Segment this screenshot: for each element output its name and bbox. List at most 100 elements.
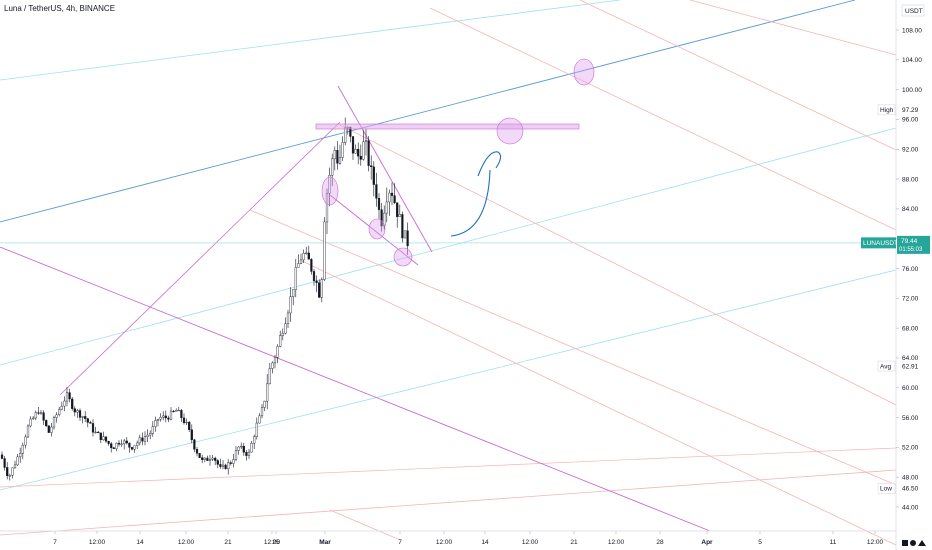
candle-body <box>364 140 368 142</box>
candle-body <box>242 445 245 453</box>
candle-body <box>221 464 225 467</box>
candle-body <box>50 426 53 433</box>
candle-body <box>284 323 287 334</box>
price-tick-label: 52.00 <box>902 445 919 452</box>
price-tick-label: 60.00 <box>902 385 919 392</box>
time-tick-label: 25 <box>272 539 280 546</box>
candle-body <box>240 445 243 448</box>
candle-body <box>208 459 212 461</box>
symbol-tag-label: LUNAUSDT <box>863 240 898 247</box>
price-tick-label: 64.00 <box>902 355 919 362</box>
candlestick-series <box>0 117 409 481</box>
candle-body <box>331 158 334 176</box>
candle-body <box>336 149 339 164</box>
candle-body <box>299 259 303 264</box>
candle-body <box>281 333 284 336</box>
candle-body <box>268 368 271 385</box>
candle-body <box>328 175 331 194</box>
candle-body <box>214 457 217 461</box>
candle-body <box>117 442 121 445</box>
candle-body <box>68 392 71 400</box>
candle-body <box>385 201 388 214</box>
candle-body <box>341 142 344 158</box>
candle-body <box>32 417 35 420</box>
candle-body <box>39 412 43 414</box>
price-tick-label: 104.00 <box>902 57 922 64</box>
candle-body <box>60 405 63 410</box>
highlight-ellipse <box>321 176 339 206</box>
candle-body <box>227 462 230 470</box>
candle-body <box>81 416 84 418</box>
candle-body <box>260 407 264 417</box>
time-tick-label: 21 <box>570 539 578 546</box>
candle-body <box>279 335 282 347</box>
candle-body <box>45 420 48 427</box>
candle-body <box>169 410 173 420</box>
candle-body <box>115 442 118 449</box>
countdown-timer: 01:55:03 <box>899 247 923 253</box>
price-tick-label: 96.00 <box>902 117 919 124</box>
candle-body <box>133 445 136 450</box>
horizontal-resistance-box <box>315 123 580 130</box>
price-axis[interactable]: USDT 108.00 104.00 100.00 96.00 92.00 88.00 84.… <box>895 0 925 550</box>
candle-body <box>367 140 370 166</box>
symbol-name: Luna / TetherUS <box>4 4 62 13</box>
candle-body <box>229 462 232 464</box>
candle-body <box>219 464 222 467</box>
pink-trendline <box>339 124 897 406</box>
time-tick-label: 14 <box>481 539 489 546</box>
candle-body <box>6 467 9 477</box>
candle-body <box>406 230 409 247</box>
candle-body <box>307 252 310 260</box>
candle-body <box>354 148 357 154</box>
candle-body <box>159 416 162 420</box>
candle-body <box>21 444 24 454</box>
pink-trendline <box>249 209 897 486</box>
candle-body <box>97 431 100 434</box>
cyan-trendline <box>0 269 897 491</box>
candle-body <box>63 400 66 407</box>
candle-body <box>250 443 253 453</box>
highlight-ellipse <box>368 218 386 240</box>
candle-body <box>351 136 355 154</box>
candle-body <box>128 442 131 448</box>
time-tick-label: 7 <box>53 539 57 546</box>
candle-body <box>198 453 201 458</box>
trend-drawings <box>0 0 897 546</box>
last-price-value: 79.44 <box>901 238 918 245</box>
candle-body <box>390 192 394 196</box>
candle-body <box>91 423 95 433</box>
marker-value: 97.29 <box>902 107 919 114</box>
candle-body <box>3 458 6 468</box>
candle-body <box>297 263 300 268</box>
candle-body <box>110 443 113 448</box>
candle-body <box>258 415 261 424</box>
candle-body <box>16 456 19 466</box>
purple-wedge-top <box>337 85 433 253</box>
candle-body <box>273 357 277 364</box>
time-tick-label: 12:00 <box>264 539 281 546</box>
pink-trendline <box>579 0 897 151</box>
candle-body <box>125 440 128 444</box>
candle-body <box>84 416 87 419</box>
candle-body <box>372 166 375 185</box>
price-markers: High 97.29 Avg 62.91 Low 46.50 LUNAUSDT 79.44 01… <box>861 104 930 494</box>
candle-body <box>175 410 178 412</box>
candle-body <box>253 436 256 444</box>
candle-body <box>245 452 248 456</box>
candle-body <box>11 467 14 476</box>
pink-trendline <box>329 509 401 541</box>
candle-body <box>102 436 105 441</box>
candle-body <box>370 165 373 168</box>
candle-body <box>180 409 183 419</box>
candle-body <box>42 412 45 421</box>
candle-body <box>94 431 97 434</box>
candle-body <box>138 437 141 444</box>
time-tick-label: 12:00 <box>608 539 625 546</box>
highlight-ellipse <box>496 117 524 145</box>
highlight-ellipse <box>573 58 595 86</box>
candle-body <box>203 457 206 460</box>
candle-body <box>73 408 76 413</box>
